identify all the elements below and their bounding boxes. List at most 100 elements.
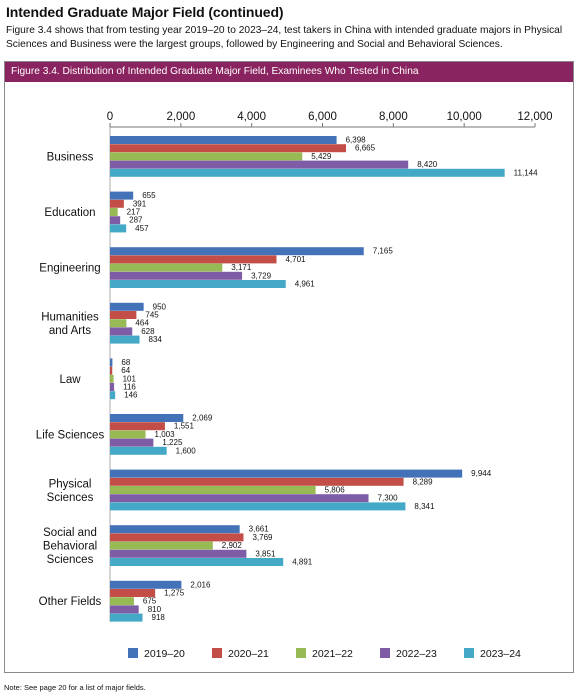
bar: [110, 549, 247, 558]
category-label: Business: [47, 151, 94, 163]
data-label: 3,851: [255, 549, 276, 558]
bar: [110, 216, 121, 225]
bar: [110, 191, 134, 200]
bar: [110, 311, 137, 319]
data-label: 8,420: [417, 160, 438, 169]
data-label: 655: [142, 191, 156, 200]
bar: [110, 271, 243, 280]
bar: [110, 597, 134, 606]
legend-label: 2023–24: [480, 648, 521, 660]
bar: [110, 224, 127, 233]
data-label: 6,398: [346, 136, 367, 145]
data-label: 457: [135, 224, 149, 233]
bar: [110, 391, 116, 400]
bar: [110, 438, 154, 447]
category-label: Law: [59, 374, 81, 386]
data-label: 1,003: [155, 430, 176, 439]
bar: [110, 422, 165, 431]
data-label: 8,289: [413, 477, 434, 486]
category-label: and Arts: [49, 325, 91, 337]
bar: [110, 136, 337, 144]
data-label: 9,944: [471, 469, 492, 478]
data-label: 11,144: [514, 168, 538, 177]
bar: [110, 319, 127, 328]
bar: [110, 613, 143, 622]
bar: [110, 335, 140, 344]
bar: [110, 502, 406, 511]
bar: [110, 374, 114, 383]
data-label: 1,600: [176, 446, 197, 455]
bar: [110, 327, 133, 336]
bar: [110, 366, 113, 375]
x-tick-label: 8,000: [379, 111, 408, 123]
data-label: 7,165: [373, 247, 394, 256]
data-label: 745: [145, 311, 159, 320]
data-label: 2,902: [222, 541, 243, 550]
data-label: 675: [143, 597, 157, 606]
category-label: Sciences: [47, 554, 94, 566]
data-label: 3,661: [249, 525, 270, 534]
bar: [110, 302, 144, 311]
data-label: 217: [127, 208, 141, 217]
bar: [110, 358, 113, 367]
data-label: 64: [121, 366, 130, 375]
data-label: 68: [121, 358, 130, 367]
data-label: 834: [149, 335, 163, 344]
legend-label: 2019–20: [144, 648, 185, 660]
data-label: 287: [129, 216, 143, 225]
data-label: 116: [123, 383, 136, 392]
bar: [110, 152, 303, 161]
x-tick-label: 0: [107, 111, 113, 123]
bar: [110, 605, 139, 614]
data-label: 101: [123, 374, 137, 383]
data-label: 5,806: [325, 486, 346, 495]
category-label: Behavioral: [43, 541, 97, 553]
bar: [110, 199, 124, 208]
bar: [110, 477, 404, 486]
data-label: 2,069: [192, 414, 213, 423]
data-label: 4,961: [295, 280, 316, 289]
bar: [110, 168, 505, 177]
legend-swatch: [464, 648, 474, 658]
data-label: 1,275: [164, 589, 185, 598]
data-label: 950: [153, 302, 167, 311]
data-label: 810: [148, 605, 162, 614]
data-label: 464: [135, 319, 149, 328]
bar: [110, 446, 167, 455]
data-label: 1,225: [162, 438, 183, 447]
legend-label: 2022–23: [396, 648, 437, 660]
x-tick-label: 12,000: [517, 111, 552, 123]
data-label: 2,016: [190, 580, 211, 589]
figure-panel: [4, 61, 574, 673]
x-tick-label: 6,000: [308, 111, 337, 123]
x-tick-label: 4,000: [237, 111, 266, 123]
data-label: 4,891: [292, 558, 313, 567]
data-label: 1,551: [174, 422, 195, 431]
category-label: Social and: [43, 527, 97, 539]
data-label: 6,665: [355, 144, 376, 153]
bar: [110, 208, 118, 216]
bar: [110, 486, 316, 494]
page-heading: Intended Graduate Major Field (continued…: [6, 4, 284, 20]
bar: [110, 494, 369, 503]
footnote: Note: See page 20 for a list of major fi…: [4, 683, 146, 692]
legend-swatch: [296, 648, 306, 658]
bar: [110, 383, 115, 391]
data-label: 391: [133, 199, 147, 208]
bar: [110, 525, 240, 534]
category-label: Sciences: [47, 492, 94, 504]
data-label: 3,729: [251, 271, 272, 280]
category-label: Physical: [49, 478, 92, 490]
x-tick-label: 2,000: [166, 111, 195, 123]
legend-swatch: [128, 648, 138, 658]
category-label: Humanities: [41, 311, 99, 323]
legend-swatch: [212, 648, 222, 658]
legend-label: 2020–21: [228, 648, 269, 660]
bar: [110, 558, 284, 566]
bar: [110, 144, 347, 153]
legend-swatch: [380, 648, 390, 658]
category-label: Education: [44, 207, 95, 219]
data-label: 918: [152, 613, 166, 622]
bar: [110, 580, 182, 589]
